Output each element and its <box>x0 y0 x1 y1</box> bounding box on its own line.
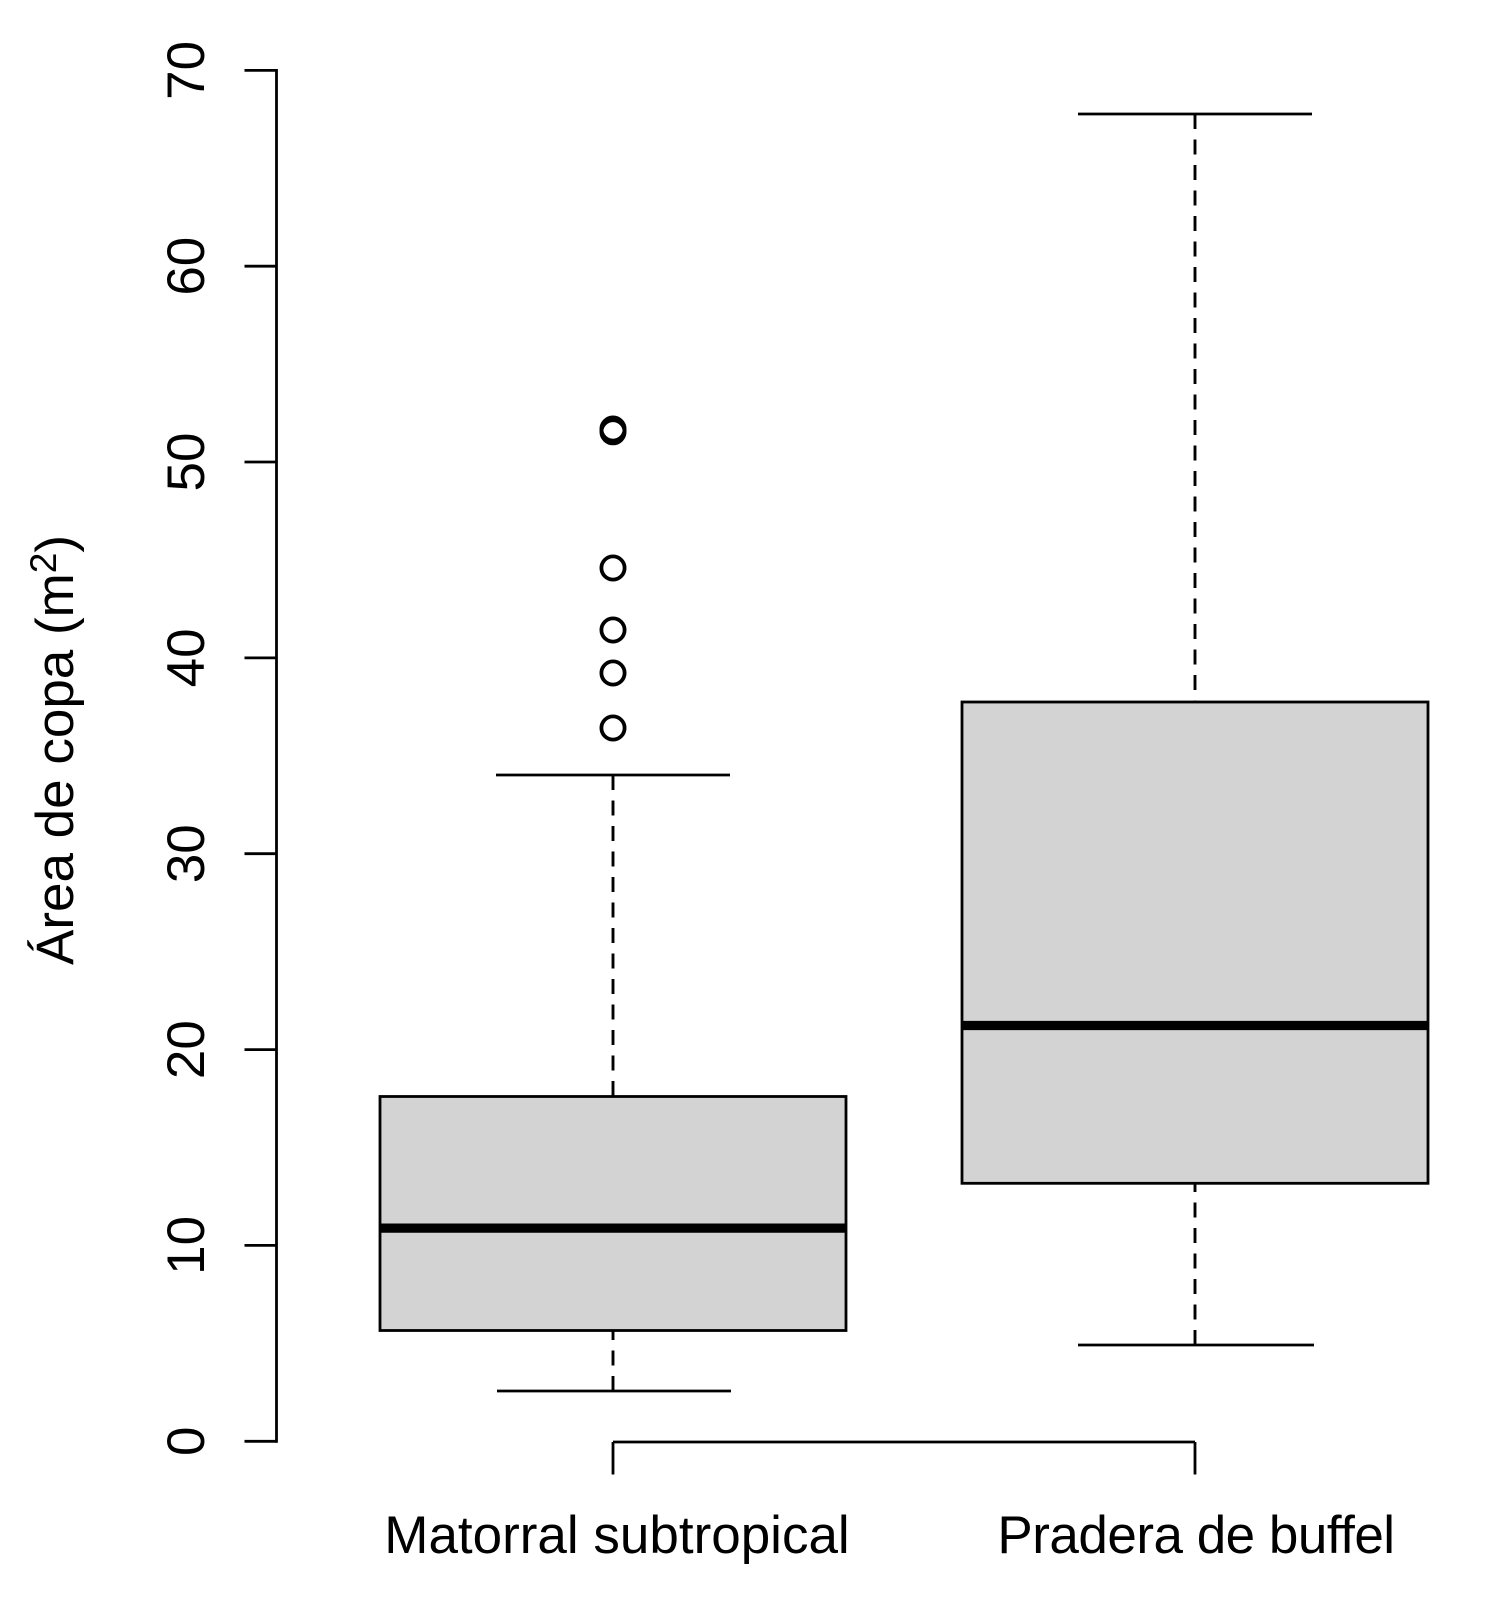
svg-text:50: 50 <box>157 433 216 492</box>
svg-text:30: 30 <box>157 824 216 883</box>
svg-text:60: 60 <box>157 237 216 296</box>
svg-text:10: 10 <box>157 1216 216 1275</box>
svg-text:Área de copa (m2): Área de copa (m2) <box>23 535 85 965</box>
svg-text:0: 0 <box>157 1427 216 1456</box>
svg-text:Pradera de buffel: Pradera de buffel <box>997 1506 1394 1565</box>
svg-text:70: 70 <box>157 41 216 100</box>
svg-text:40: 40 <box>157 628 216 687</box>
svg-text:20: 20 <box>157 1020 216 1079</box>
svg-text:Matorral subtropical: Matorral subtropical <box>384 1506 849 1565</box>
